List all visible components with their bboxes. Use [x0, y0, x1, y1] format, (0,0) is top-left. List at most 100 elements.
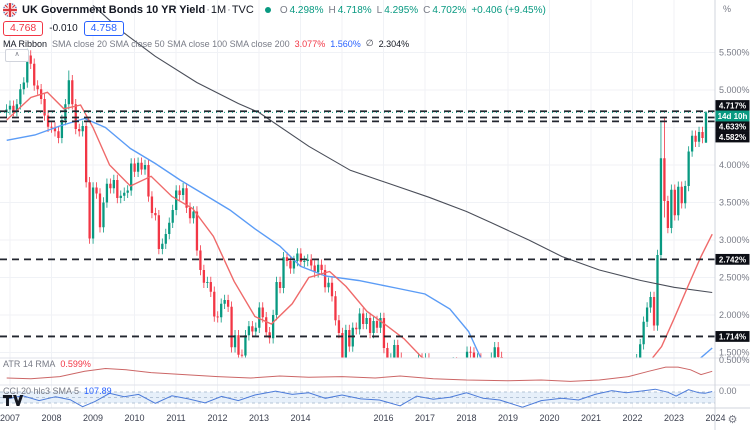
candle-body	[67, 80, 70, 105]
price-axis[interactable]	[715, 0, 750, 430]
cci-label[interactable]: CCI 20 hlc3 SMA 5	[3, 386, 80, 396]
candle	[327, 277, 330, 293]
candle	[673, 184, 676, 221]
candle	[285, 252, 289, 267]
candle	[199, 245, 202, 276]
candle	[320, 259, 323, 276]
candle-body	[43, 99, 46, 116]
scale-settings-gear-icon[interactable]: ⚙	[728, 414, 738, 426]
candle-body	[677, 186, 680, 216]
candle-body	[254, 327, 257, 332]
candle-body	[271, 315, 275, 339]
candle	[240, 349, 244, 358]
candle-body	[237, 335, 240, 355]
candle-body	[147, 165, 150, 197]
candle	[140, 157, 143, 175]
price-tick-label: 3.000%	[719, 235, 750, 245]
level-price-label[interactable]: 4.633%	[715, 121, 750, 132]
indicator-legend-cci[interactable]: CCI 20 hlc3 SMA 5 107.89	[3, 386, 112, 396]
candle	[472, 347, 476, 358]
candle-body	[652, 297, 656, 326]
candle	[67, 70, 70, 110]
sma50-value: 1.560%	[330, 38, 361, 49]
candle	[60, 114, 64, 144]
candle	[490, 352, 493, 358]
candle-body	[386, 348, 389, 358]
low-value: 4.295%	[384, 4, 419, 16]
level-price-label[interactable]: 4.717%	[715, 100, 750, 111]
candle-body	[275, 282, 278, 315]
level-price-label-text: 2.742%	[719, 255, 746, 264]
candle	[323, 264, 327, 293]
candle	[306, 254, 309, 267]
market-status-icon[interactable]	[264, 7, 271, 13]
cci-tick-label: 0.00	[719, 386, 737, 396]
candle-body	[150, 196, 154, 213]
candle-body	[310, 259, 313, 266]
candle	[282, 252, 285, 294]
level-price-label[interactable]: 4.582%	[715, 131, 750, 143]
candle-body	[116, 180, 119, 198]
candle	[362, 308, 365, 330]
year-label: 2011	[166, 413, 185, 423]
atr-label[interactable]: ATR 14 RMA	[3, 359, 56, 369]
candle-body	[299, 253, 302, 262]
symbol-header[interactable]: UK Government Bonds 10 YR Yield·1M·TVC O…	[3, 3, 546, 17]
candle-body	[95, 187, 98, 194]
indicator-legend-atr[interactable]: ATR 14 RMA 0.599%	[3, 359, 91, 369]
candle-body	[396, 345, 399, 358]
indicator-legend-ma-ribbon[interactable]: MA Ribbon SMA close 20 SMA close 50 SMA …	[3, 38, 409, 49]
candle	[379, 312, 382, 333]
level-price-label[interactable]: 2.742%	[715, 253, 750, 265]
sma20-value: 3.077%	[294, 38, 326, 49]
candle	[8, 100, 12, 115]
percent-scale-label[interactable]: %	[723, 4, 731, 14]
symbol-title[interactable]: UK Government Bonds 10 YR Yield·1M·TVC	[22, 4, 254, 16]
candle-body	[178, 190, 181, 195]
level-price-label-bg	[715, 131, 750, 143]
candle-body	[504, 363, 506, 369]
candle-body	[327, 282, 330, 288]
candle	[344, 324, 347, 358]
interval-label[interactable]: 1M	[210, 4, 227, 16]
candle-body	[358, 313, 361, 330]
candle	[143, 159, 147, 175]
candle	[278, 276, 282, 294]
candle	[694, 130, 697, 147]
uk-flag-icon	[3, 3, 17, 17]
atr-tick-label: 0.500%	[719, 355, 750, 365]
time-axis[interactable]	[0, 408, 750, 430]
countdown-label[interactable]: 14d 10h	[715, 110, 750, 122]
candle	[29, 50, 32, 69]
candle	[493, 342, 496, 358]
candle	[81, 120, 84, 137]
countdown-label-bg	[715, 110, 750, 122]
candle	[396, 339, 399, 358]
sell-button[interactable]: 4.768	[3, 21, 44, 36]
candle	[185, 183, 188, 213]
legend-collapse-button[interactable]: ∧	[5, 49, 29, 62]
candle-body	[680, 186, 683, 204]
candle-body	[390, 359, 392, 365]
tradingview-logo[interactable]	[2, 394, 24, 407]
candle	[418, 353, 419, 358]
candle-body	[362, 313, 365, 324]
candle	[154, 207, 157, 221]
candle-body	[697, 132, 701, 142]
candle	[393, 339, 396, 358]
candle	[497, 342, 500, 358]
buy-button[interactable]: 4.758	[83, 21, 124, 36]
candle-body	[289, 261, 292, 269]
close-label: C	[423, 4, 431, 16]
candle-body	[171, 210, 174, 223]
candle	[258, 302, 261, 333]
candle	[382, 312, 386, 354]
candle-body	[230, 306, 233, 348]
candle-body	[278, 282, 282, 288]
indicator-name[interactable]: MA Ribbon	[3, 38, 48, 49]
candle-body	[379, 318, 382, 328]
candle	[130, 158, 133, 196]
price-tick-label: 2.000%	[719, 310, 750, 320]
level-price-label[interactable]: 1.714%	[715, 331, 750, 342]
